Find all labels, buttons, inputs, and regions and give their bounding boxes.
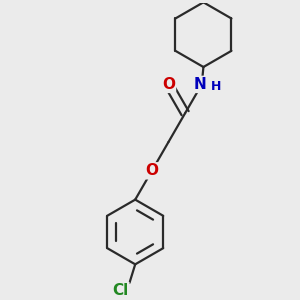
Text: Cl: Cl bbox=[112, 283, 128, 298]
Text: H: H bbox=[210, 80, 221, 93]
Text: N: N bbox=[194, 77, 206, 92]
Text: O: O bbox=[162, 77, 175, 92]
Text: O: O bbox=[145, 163, 158, 178]
